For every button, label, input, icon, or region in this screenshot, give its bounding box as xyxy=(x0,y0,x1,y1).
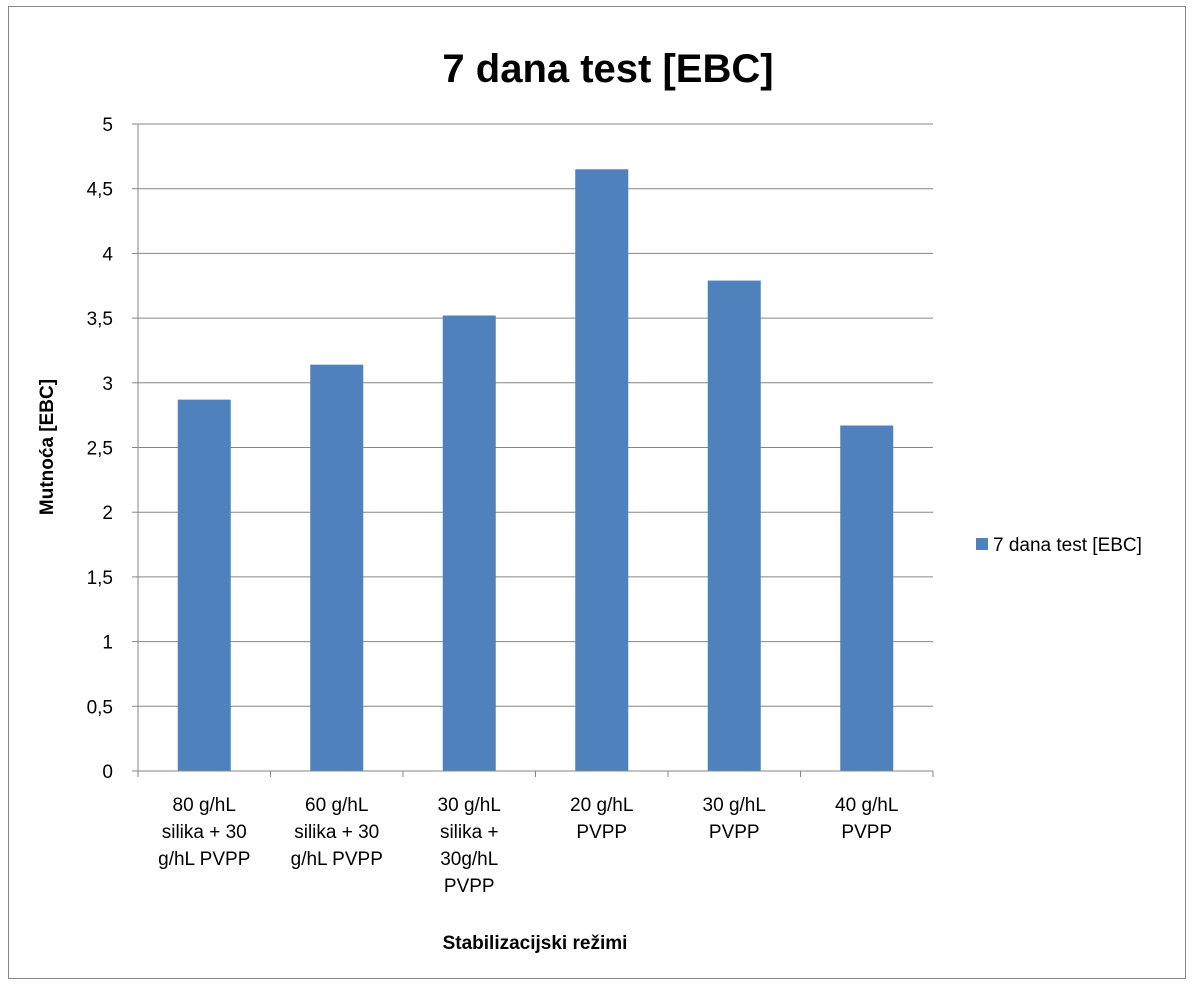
bar xyxy=(442,315,496,771)
x-tick-label-line: g/hL PVPP xyxy=(291,849,383,870)
legend-label: 7 dana test [EBC] xyxy=(993,535,1142,556)
x-tick-label-line: PVPP xyxy=(576,822,627,843)
bar xyxy=(575,169,629,772)
legend-swatch xyxy=(976,538,988,550)
bar xyxy=(707,280,761,771)
x-tick-label: 30 g/hL silika + 30g/hL PVPP xyxy=(438,795,501,897)
y-tick-label: 4,5 xyxy=(87,180,113,201)
y-tick-label: 5 xyxy=(102,115,113,136)
y-tick-label: 2 xyxy=(102,503,113,524)
y-tick-label: 0,5 xyxy=(87,697,113,718)
x-tick-label-line: 30 g/hL xyxy=(703,795,766,816)
y-tick-label: 2,5 xyxy=(87,439,113,460)
x-tick-label-line: PVPP xyxy=(709,822,760,843)
x-tick-label-line: 30 g/hL xyxy=(438,795,501,816)
x-tick-label-line: 80 g/hL xyxy=(173,795,236,816)
x-axis-title: Stabilizacijski režimi xyxy=(443,933,628,954)
x-tick-label-line: 30g/hL xyxy=(440,849,498,870)
bars xyxy=(177,169,894,772)
axes xyxy=(132,123,934,777)
x-tick-label-line: g/hL PVPP xyxy=(158,849,250,870)
y-tick-label: 3,5 xyxy=(87,309,113,330)
x-tick-label-line: PVPP xyxy=(841,822,892,843)
x-tick-label-line: 60 g/hL xyxy=(305,795,368,816)
x-tick-label: 60 g/hL silika + 30 g/hL PVPP xyxy=(291,795,383,870)
x-tick-label: 80 g/hL silika + 30 g/hL PVPP xyxy=(158,795,250,870)
gridlines xyxy=(138,123,933,707)
x-tick-label-line: 40 g/hL xyxy=(835,795,898,816)
x-tick-label-line: silika + 30 xyxy=(294,822,379,843)
y-tick-label: 1,5 xyxy=(87,568,113,589)
x-tick-label: 30 g/hL PVPP xyxy=(703,795,766,843)
x-tick-label: 40 g/hL PVPP xyxy=(835,795,898,843)
x-tick-label-line: silika + xyxy=(440,822,499,843)
y-axis-title: Mutnoća [EBC] xyxy=(37,379,58,515)
legend: 7 dana test [EBC] xyxy=(976,535,1142,556)
x-tick-label-line: PVPP xyxy=(444,876,495,897)
y-tick-label: 4 xyxy=(102,244,113,265)
chart-title: 7 dana test [EBC] xyxy=(442,47,773,91)
y-tick-label: 3 xyxy=(102,374,113,395)
y-tick-labels: 0 0,5 1 1,5 2 2,5 3 3,5 4 4,5 5 xyxy=(87,115,114,783)
bar xyxy=(177,399,231,771)
x-tick-label-line: silika + 30 xyxy=(162,822,247,843)
x-tick-label: 20 g/hL PVPP xyxy=(570,795,633,843)
y-tick-label: 1 xyxy=(102,633,113,654)
y-tick-label: 0 xyxy=(102,762,113,783)
x-tick-label-line: 20 g/hL xyxy=(570,795,633,816)
bar xyxy=(310,364,364,771)
bar xyxy=(840,425,894,771)
